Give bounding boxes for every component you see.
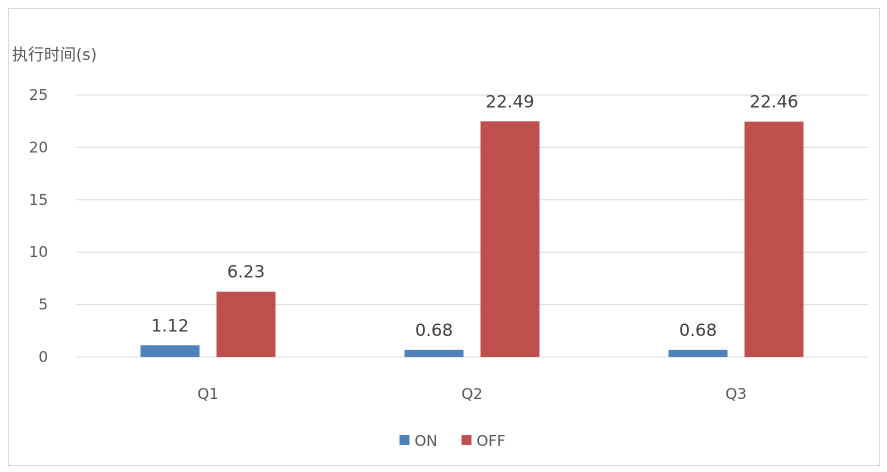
y-tick-label: 0 (38, 348, 48, 366)
y-axis-title: 执行时间(s) (12, 45, 97, 64)
data-label-on-q1: 1.12 (151, 316, 189, 336)
y-tick-label: 25 (29, 86, 48, 104)
x-tick-labels: Q1 Q2 Q3 (197, 385, 746, 403)
bar-on-q1 (141, 345, 200, 357)
data-label-on-q3: 0.68 (679, 321, 717, 341)
bar-off-q1 (217, 292, 276, 357)
bar-off-q3 (745, 122, 804, 357)
legend-swatch-on (400, 435, 410, 445)
y-tick-label: 5 (38, 296, 48, 314)
data-label-off-q3: 22.46 (750, 93, 799, 113)
x-tick-label: Q3 (725, 385, 746, 403)
y-tick-labels: 0 5 10 15 20 25 (29, 86, 48, 366)
x-tick-label: Q2 (461, 385, 482, 403)
y-tick-label: 15 (29, 191, 48, 209)
bar-on-q3 (669, 350, 728, 357)
legend-label-on: ON (415, 432, 438, 450)
data-label-off-q2: 22.49 (486, 92, 535, 112)
y-tick-label: 20 (29, 138, 48, 156)
x-tick-label: Q1 (197, 385, 218, 403)
legend-label-off: OFF (477, 432, 506, 450)
bar-off-q2 (481, 121, 540, 357)
y-tick-label: 10 (29, 243, 48, 261)
legend: ON OFF (400, 432, 506, 450)
data-label-on-q2: 0.68 (415, 321, 453, 341)
legend-swatch-off (462, 435, 472, 445)
data-label-off-q1: 6.23 (227, 263, 265, 283)
bar-on-q2 (405, 350, 464, 357)
